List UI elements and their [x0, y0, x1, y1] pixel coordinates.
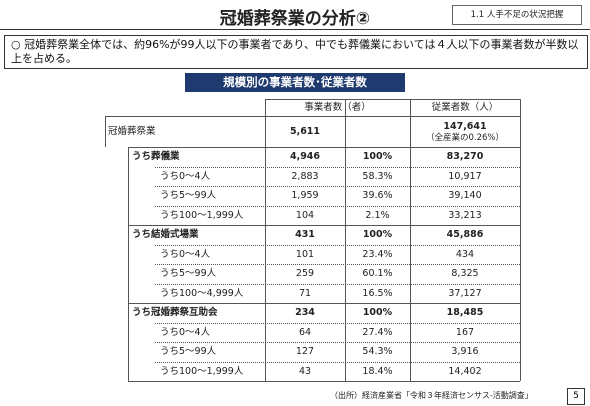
row-rule	[128, 225, 520, 226]
employees-note: （全産業の0.26%）	[425, 133, 504, 143]
row-rule	[105, 116, 520, 117]
count: 64	[298, 326, 312, 338]
row-rule	[155, 342, 520, 343]
row-rule	[155, 283, 520, 285]
row-rule	[155, 361, 520, 363]
row-rule	[128, 381, 520, 382]
share: 27.4%	[362, 326, 393, 338]
share: 58.3%	[362, 170, 393, 182]
count: 4,946	[289, 151, 321, 162]
employees: 14,402	[448, 365, 482, 377]
col-rule	[520, 99, 521, 381]
row-label: うち100～4,999人	[160, 287, 244, 299]
count: 101	[295, 248, 315, 260]
share: 54.3%	[362, 346, 393, 357]
row-label: うち100～1,999人	[160, 209, 244, 221]
employees: 83,270	[446, 151, 484, 162]
employees: 10,917	[448, 170, 482, 182]
count: 234	[295, 307, 315, 318]
count: 431	[295, 229, 315, 240]
row-rule	[155, 264, 520, 265]
row-rule	[155, 205, 520, 207]
row-label: 冠婚葬祭業	[108, 126, 156, 137]
row-label: うち5～99人	[160, 346, 217, 357]
employees: 147,641	[443, 121, 487, 132]
employees: 167	[455, 326, 475, 338]
row-rule	[155, 244, 520, 246]
row-rule	[128, 303, 520, 304]
row-rule	[128, 147, 520, 148]
employees: 37,127	[448, 287, 482, 299]
employees: 3,916	[451, 346, 479, 357]
row-label: うち0～4人	[160, 248, 211, 260]
column-header: 従業者数（人）	[431, 102, 499, 113]
share: 16.5%	[362, 287, 393, 299]
row-rule	[155, 166, 520, 168]
share: 23.4%	[362, 248, 393, 260]
page-number: 5	[567, 388, 585, 405]
summary: ○ 冠婚葬祭業全体では、約96%が99人以下の事業者であり、中でも葬儀業において…	[4, 35, 588, 69]
row-label: うち5～99人	[160, 268, 217, 279]
employees: 45,886	[446, 229, 484, 240]
section-label: 1.1 人手不足の状況把握	[452, 5, 582, 25]
row-rule	[265, 99, 520, 100]
row-rule	[155, 186, 520, 187]
employees: 18,485	[446, 307, 484, 318]
title-rule	[0, 29, 590, 30]
employees: 33,213	[448, 209, 482, 221]
table-title: 規模別の事業者数･従業者数	[185, 73, 405, 92]
share: 60.1%	[362, 268, 393, 279]
col-rule	[410, 99, 411, 381]
share: 18.4%	[362, 365, 393, 377]
group-label: うち結婚式場業	[132, 229, 199, 240]
col-rule	[265, 99, 266, 381]
row-label: うち0～4人	[160, 326, 211, 338]
employees: 39,140	[448, 190, 482, 201]
count: 43	[298, 365, 312, 377]
row-label: うち5～99人	[160, 190, 217, 201]
employees: 434	[455, 248, 475, 260]
source: （出所）経済産業省「令和３年経済センサス-活動調査」	[330, 391, 533, 400]
share: 100%	[362, 229, 393, 240]
share: 100%	[362, 151, 393, 162]
col-rule	[105, 117, 106, 147]
row-label: うち0～4人	[160, 170, 211, 182]
share: 2.1%	[365, 209, 390, 221]
count: 127	[295, 346, 315, 357]
count: 104	[295, 209, 315, 221]
share: 100%	[362, 307, 393, 318]
column-header: 事業者数（者）	[304, 102, 371, 113]
count: 1,959	[291, 190, 319, 201]
count: 71	[298, 287, 312, 299]
employees: 8,325	[451, 268, 479, 279]
share: 39.6%	[362, 190, 393, 201]
group-label: うち葬儀業	[132, 151, 180, 162]
col-rule	[345, 99, 346, 381]
page-title: 冠婚葬祭業の分析②	[219, 9, 371, 29]
count: 2,883	[291, 170, 319, 182]
count: 259	[295, 268, 315, 279]
row-rule	[155, 322, 520, 324]
group-label: うち冠婚葬祭互助会	[132, 307, 218, 318]
col-rule	[128, 147, 129, 381]
count: 5,611	[289, 126, 321, 137]
row-label: うち100～1,999人	[160, 365, 244, 377]
